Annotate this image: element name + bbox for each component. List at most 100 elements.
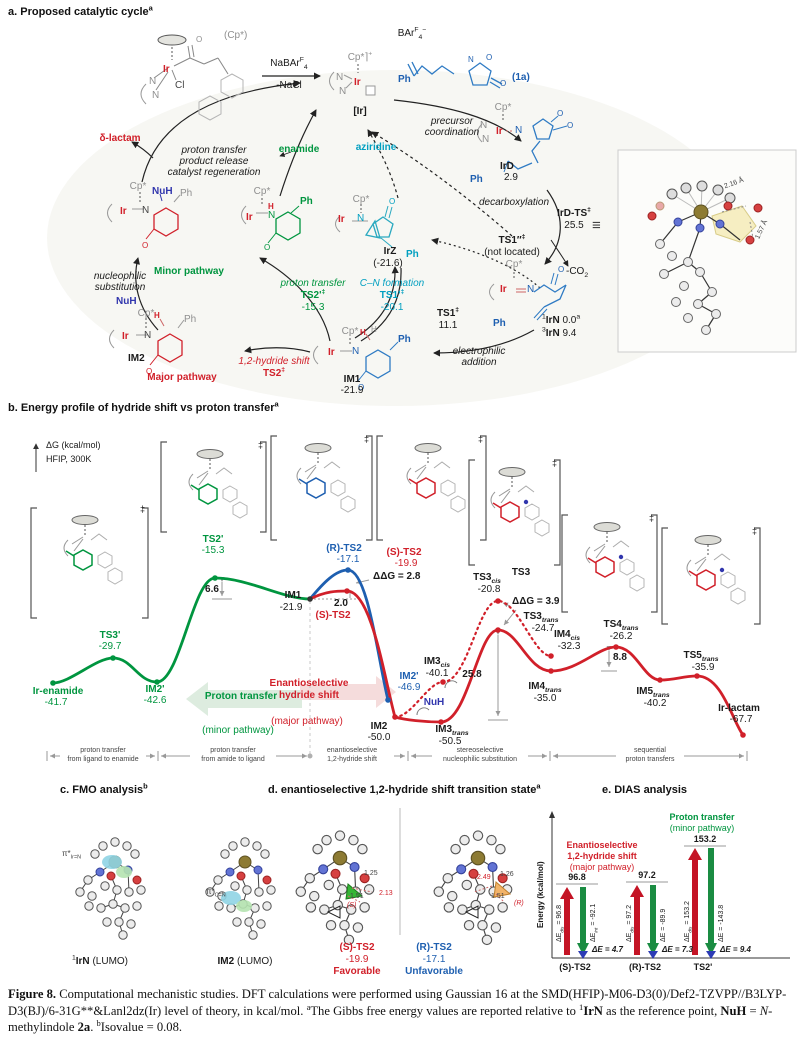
im2-ph-label: Ph	[184, 314, 197, 325]
ird-n2-label: N	[482, 134, 490, 145]
ts2p-point-energy: -15.3	[201, 545, 225, 556]
dias-category-3: TS2'	[693, 962, 713, 972]
dias-red-legend-2: 1,2-hydride shift	[567, 851, 637, 861]
precat-n1-label: N	[149, 76, 157, 87]
proton-transfer-flow-arrow	[186, 682, 302, 716]
hydride-flow-label-1: Enantioselective	[269, 678, 349, 689]
ts3cis-label: TS3cis	[473, 572, 501, 585]
r-ts2-caption-energy: -17.1	[422, 954, 446, 965]
irn-nitrene-structure	[489, 268, 567, 321]
nucleophilic-substitution-label-1: nucleophilic	[93, 271, 147, 282]
gap-88-label: 8.8	[613, 652, 627, 663]
regeneration-label-1: proton transfer	[181, 145, 247, 156]
nuh-profile-label: NuH	[423, 697, 445, 708]
sts2-point-label: (S)-TS2	[386, 547, 422, 558]
delta-lactam-label: δ-lactam	[99, 133, 141, 144]
ird-n1-label: N	[480, 120, 488, 131]
energy-profile-plot	[30, 435, 761, 761]
ircat-n2-label: N	[339, 86, 347, 97]
fmo-structure-im2	[205, 837, 276, 940]
proton-transfer-label: proton transfer	[280, 278, 346, 289]
im4cis-energy: -32.3	[557, 641, 581, 652]
s-ts2-distance-213: 2.13	[379, 890, 393, 897]
dias-dis-label-2: ΔEdis = 97.2	[626, 904, 636, 942]
segment-3-line-1: enantioselective	[326, 747, 378, 754]
ts1-label: TS1‡	[436, 306, 460, 319]
im1-ph-label: Ph	[398, 334, 411, 345]
energy-profile-panel: ΔG (kcal/mol) HFIP, 300K ‡ ‡ ‡ ‡ ‡ ‡ ‡ T…	[0, 420, 799, 792]
dagger-ts3: ‡	[552, 458, 558, 468]
ircat-n1-label: N	[336, 72, 344, 83]
dias-category-2: (R)-TS2	[629, 962, 661, 972]
s-ts2-caption-energy: -19.9	[345, 954, 369, 965]
r-ts2-distance-151: 1.51	[491, 893, 505, 900]
enamide-ir-label: Ir	[246, 212, 253, 223]
minor-pathway-label: Minor pathway	[153, 266, 225, 277]
precatalyst-structure	[140, 34, 244, 121]
irz-n-label: N	[357, 213, 365, 224]
ddg-39-label: ΔΔG = 3.9	[512, 596, 560, 607]
im5trans-energy: -40.2	[643, 698, 667, 709]
r-ts2-caption-name: (R)-TS2	[416, 942, 452, 953]
ts3p-point-label: TS3'	[99, 630, 121, 641]
dias-int-label-3: ΔE = -143.8	[718, 904, 725, 942]
im1-point-label: IM1	[284, 590, 302, 601]
ts1pp-label: TS1″‡	[498, 233, 526, 246]
ir-enamide-energy: -41.7	[44, 697, 68, 708]
irn-ph-label: Ph	[493, 318, 506, 329]
irz-structure	[335, 204, 394, 248]
substrate-n-label: N	[468, 55, 474, 64]
gap-258-label: 25.8	[462, 669, 482, 680]
s-ts2-distance-151: 1.51	[350, 893, 364, 900]
dias-net-label-1: ΔE = 4.7	[592, 945, 623, 954]
product-cp-label: Cp*	[129, 181, 147, 192]
figure-caption: Figure 8. Computational mechanistic stud…	[8, 987, 787, 1035]
ir-brackets-label: [Ir]	[353, 106, 367, 117]
panel-d-title: d. enantioselective 1,2-hydride shift tr…	[268, 781, 541, 796]
catalytic-cycle-drawing	[47, 34, 797, 406]
r-ts2-structure	[433, 830, 513, 946]
major-pathway-flow-label: (major pathway)	[271, 716, 343, 727]
dias-red-legend-1: Enantioselective	[566, 840, 638, 850]
ird-cp-label: Cp*	[494, 102, 512, 113]
ts1pp-note-label: (not located)	[484, 247, 540, 258]
ts5trans-energy: -35.9	[691, 662, 715, 673]
co2-label: -CO2	[566, 266, 589, 279]
ts2-label: TS2‡	[262, 366, 286, 379]
substrate-ph-label: Ph	[398, 74, 411, 85]
im2p-green-energy: -42.6	[143, 695, 167, 706]
irn-n-label: N	[527, 284, 535, 295]
segment-1-line-1: proton transfer	[80, 747, 126, 754]
panel-e-title: e. DIAS analysis	[602, 784, 687, 796]
decarboxylation-label: decarboxylation	[478, 197, 550, 208]
product-n-label: N	[142, 205, 150, 216]
segment-1-line-2: from ligand to enamide	[67, 756, 139, 763]
dagger-ts2p: ‡	[258, 440, 264, 450]
ird-ts-energy-label: 25.5	[564, 220, 584, 231]
im1-h2-label: H	[371, 325, 377, 334]
minor-pathway-flow-label: (minor pathway)	[202, 725, 274, 736]
substrate-1a-label: (1a)	[512, 72, 530, 83]
im2-o-label: O	[146, 367, 153, 376]
hydride-shift-label: 1,2-hydride shift	[238, 356, 310, 367]
r-ts2-verdict: Unfavorable	[405, 966, 463, 977]
ts4trans-label: TS4trans	[603, 619, 639, 632]
product-complex-structure	[107, 192, 181, 240]
regeneration-label-2: product release	[179, 156, 249, 167]
dias-green-legend-1: Proton transfer	[669, 812, 735, 822]
cp-star-paren-label: (Cp*)	[224, 30, 248, 41]
im2-ir-label: Ir	[122, 331, 129, 342]
im1-cp-label: Cp*	[341, 326, 359, 337]
substrate-1a-structure	[407, 61, 503, 89]
ddg-28-label: ΔΔG = 2.8	[373, 571, 421, 582]
ird-ts-label: IrD-TS‡	[557, 206, 591, 219]
ts-structure-sketches	[63, 442, 746, 605]
enamide-ph-label: Ph	[300, 196, 313, 207]
segment-5-line-2: proton transfers	[625, 756, 675, 763]
ts2p-point-label: TS2'	[202, 534, 224, 545]
electrophilic-addition-label-1: electrophilic	[452, 346, 506, 357]
r-ts2-curve	[308, 568, 390, 701]
product-nuh-label: NuH	[152, 186, 173, 197]
profile-data-points	[50, 567, 746, 738]
enamide-label: enamide	[278, 144, 320, 155]
